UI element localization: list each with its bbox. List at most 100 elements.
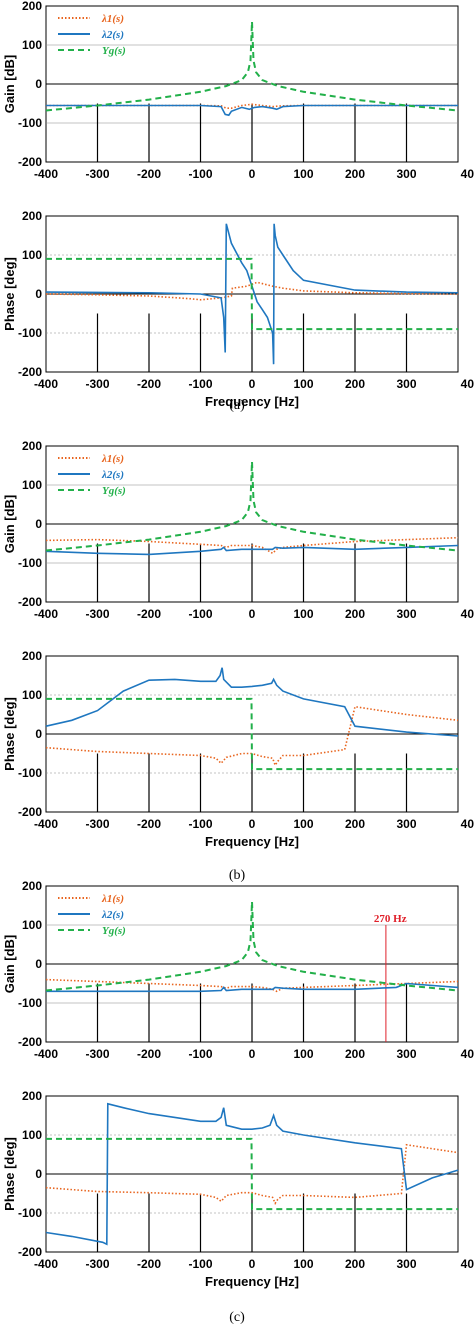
- y-tick-label: 100: [22, 1128, 42, 1142]
- y-tick-label: 100: [22, 38, 42, 52]
- x-tick-label: 100: [293, 607, 313, 621]
- y-tick-label: -200: [18, 365, 42, 379]
- y-tick-label: 100: [22, 478, 42, 492]
- y-tick-label: 0: [35, 1167, 42, 1181]
- legend-label: λ1(s): [101, 453, 124, 465]
- x-tick-label: -300: [85, 167, 109, 181]
- x-tick-label: -300: [85, 1257, 109, 1271]
- y-tick-label: 100: [22, 248, 42, 262]
- x-tick-label: -300: [85, 607, 109, 621]
- x-tick-label: 300: [396, 817, 416, 831]
- caption-c: (c): [229, 1310, 245, 1325]
- y-axis-label: Gain [dB]: [2, 935, 17, 994]
- series-line-solid: [45, 667, 459, 737]
- x-tick-label: 0: [249, 607, 256, 621]
- x-tick-label: -400: [34, 377, 58, 391]
- x-tick-label: 4000: [461, 607, 474, 621]
- series-line-dotted: [45, 1143, 459, 1205]
- y-tick-label: 200: [22, 650, 42, 663]
- x-tick-label: -200: [137, 1257, 161, 1271]
- y-tick-label: 200: [22, 440, 42, 453]
- x-tick-label: 0: [249, 1047, 256, 1061]
- x-tick-label: 200: [345, 607, 365, 621]
- y-tick-label: -100: [18, 326, 42, 340]
- x-tick-label: 0: [249, 817, 256, 831]
- series-line-solid: [45, 223, 459, 365]
- x-tick-label: -100: [188, 1047, 212, 1061]
- series-line-dotted: [45, 705, 459, 767]
- y-tick-label: 0: [35, 517, 42, 531]
- legend-label: Yg(s): [102, 45, 126, 57]
- x-axis-label: Frequency [Hz]: [205, 834, 299, 849]
- y-tick-label: -200: [18, 1245, 42, 1259]
- x-tick-label: -200: [137, 167, 161, 181]
- x-tick-label: 100: [293, 377, 313, 391]
- y-tick-label: -200: [18, 155, 42, 169]
- y-axis-label: Phase [deg]: [2, 1137, 17, 1211]
- x-tick-label: 300: [396, 1257, 416, 1271]
- y-tick-label: 0: [35, 77, 42, 91]
- figure-a: -200 -100 0 100 200 -400 -300 -200 -100 0 100 200 30…: [0, 0, 474, 409]
- x-tick-label: -400: [34, 607, 58, 621]
- x-tick-label: 0: [249, 167, 256, 181]
- y-axis-label: Gain [dB]: [2, 495, 17, 554]
- series-line-dotted: [45, 281, 459, 301]
- series-line-dashed: [45, 901, 459, 992]
- y-tick-label: 0: [35, 287, 42, 301]
- x-tick-label: -200: [137, 1047, 161, 1061]
- caption-a: (a): [229, 398, 245, 413]
- x-tick-label: 4000: [461, 377, 474, 391]
- x-axis-label: Frequency [Hz]: [205, 1274, 299, 1289]
- x-tick-label: 200: [345, 167, 365, 181]
- x-tick-label: 4000: [461, 167, 474, 181]
- legend-label: Yg(s): [102, 925, 126, 937]
- chart-c-phase: -200 -100 0 100 200 -400 -300 -200 -100 0 100 200 30…: [2, 1090, 474, 1289]
- series-line-solid: [45, 1102, 459, 1246]
- x-tick-label: 4000: [461, 1047, 474, 1061]
- y-tick-label: 200: [22, 210, 42, 223]
- y-tick-label: -100: [18, 116, 42, 130]
- figure-c: -200 -100 0 100 200 -400 -300 -200 -100 0 100 200 30…: [0, 880, 474, 1310]
- chart-c-gain: -200 -100 0 100 200 -400 -300 -200 -100 0 100 200 30…: [2, 880, 474, 1061]
- chart-b-phase: -200 -100 0 100 200 -400 -300 -200 -100 0 100 200 30…: [2, 650, 474, 849]
- series-line-solid: [46, 982, 459, 993]
- y-tick-label: -200: [18, 1035, 42, 1049]
- y-tick-label: -100: [18, 556, 42, 570]
- x-tick-label: -100: [188, 167, 212, 181]
- y-tick-label: 200: [22, 1090, 42, 1103]
- legend-label: λ2(s): [101, 469, 124, 481]
- x-tick-label: 0: [249, 377, 256, 391]
- chart-a-gain: -200 -100 0 100 200 -400 -300 -200 -100 0 100 200 30…: [2, 0, 474, 181]
- legend-label: Yg(s): [102, 485, 126, 497]
- x-tick-label: -100: [188, 817, 212, 831]
- y-tick-label: 100: [22, 688, 42, 702]
- x-tick-label: 200: [345, 377, 365, 391]
- legend-label: λ2(s): [101, 909, 124, 921]
- x-tick-label: 300: [396, 167, 416, 181]
- series-line-dashed: [45, 461, 459, 552]
- y-tick-label: 200: [22, 880, 42, 893]
- x-tick-label: -200: [137, 607, 161, 621]
- x-tick-label: 4000: [461, 1257, 474, 1271]
- y-tick-label: 200: [22, 0, 42, 13]
- y-tick-label: -100: [18, 766, 42, 780]
- series-line-dashed: [46, 697, 458, 771]
- x-tick-label: -100: [188, 377, 212, 391]
- x-tick-label: 300: [396, 1047, 416, 1061]
- x-tick-label: -200: [137, 817, 161, 831]
- caption-b: (b): [228, 868, 246, 883]
- x-tick-label: 300: [396, 607, 416, 621]
- x-tick-label: -400: [34, 817, 58, 831]
- x-tick-label: 100: [293, 1257, 313, 1271]
- x-tick-label: -400: [34, 1047, 58, 1061]
- chart-a-phase: -200 -100 0 100 200 -400 -300 -200 -100 0 100 200 30…: [2, 210, 474, 409]
- series-line-dashed: [46, 257, 458, 331]
- x-tick-label: 4000: [461, 817, 474, 831]
- chart-b-gain: -200 -100 0 100 200 -400 -300 -200 -100 0 100 200 30…: [2, 440, 474, 621]
- series-line-solid: [46, 104, 458, 117]
- series-line-dotted: [45, 536, 459, 555]
- y-tick-label: -100: [18, 996, 42, 1010]
- x-tick-label: 200: [345, 1047, 365, 1061]
- series-line-dashed: [46, 1137, 458, 1211]
- y-axis-label: Gain [dB]: [2, 55, 17, 114]
